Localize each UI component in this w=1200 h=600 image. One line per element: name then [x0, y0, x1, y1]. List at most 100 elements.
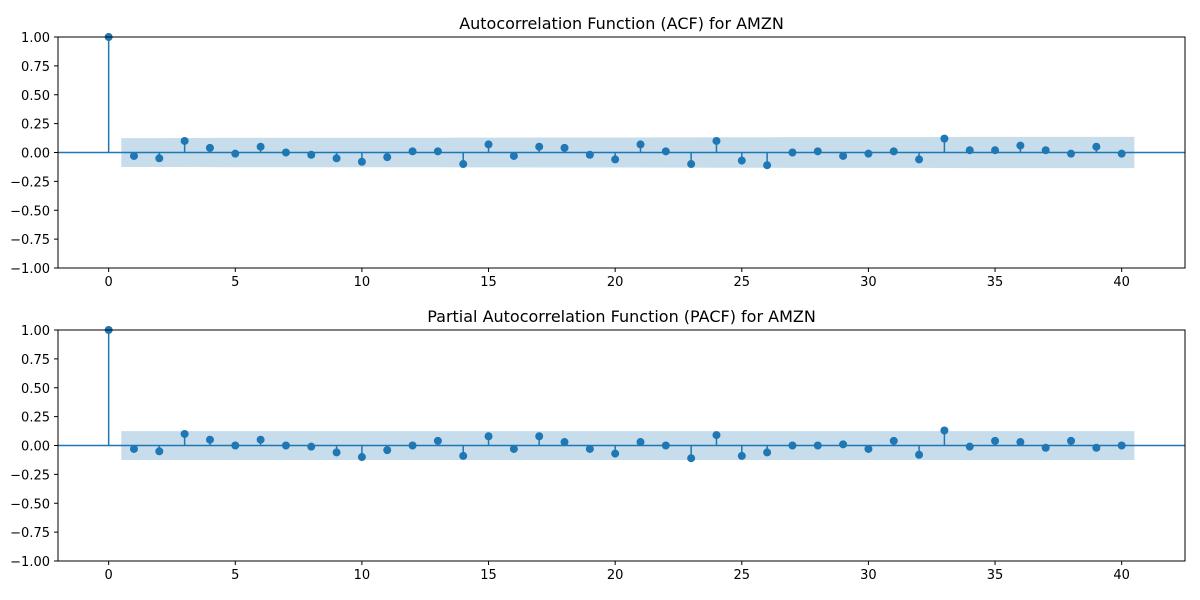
acf-y-tick-label: 0.50: [21, 89, 50, 104]
acf-point: [307, 150, 316, 159]
acf-x-tick-label: 0: [105, 275, 113, 290]
acf-point: [991, 146, 1000, 155]
pacf-x-tick-label: 25: [734, 568, 751, 583]
acf-point: [231, 149, 240, 158]
pacf-point: [1016, 438, 1025, 447]
pacf-y-tick-label: 1.00: [21, 324, 50, 339]
acf-point: [1041, 146, 1050, 155]
pacf-point: [484, 432, 493, 441]
pacf-y-tick-label: −0.50: [10, 497, 50, 512]
acf-title: Autocorrelation Function (ACF) for AMZN: [459, 14, 784, 33]
pacf-x-tick-label: 35: [987, 568, 1004, 583]
pacf-point: [155, 447, 164, 456]
pacf-point: [332, 448, 341, 457]
pacf-point: [889, 436, 898, 445]
pacf-point: [231, 441, 240, 450]
acf-point: [864, 149, 873, 158]
pacf-y-tick-label: −0.75: [10, 526, 50, 541]
acf-point: [1016, 141, 1025, 150]
acf-point: [560, 143, 569, 152]
pacf-point: [763, 448, 772, 457]
acf-x-tick-label: 10: [354, 275, 371, 290]
pacf-point: [205, 435, 214, 444]
acf-y-tick-label: 0.00: [21, 147, 50, 162]
acf-point: [459, 160, 468, 169]
acf-point: [433, 147, 442, 156]
pacf-point: [636, 438, 645, 447]
pacf-title: Partial Autocorrelation Function (PACF) …: [427, 307, 816, 326]
acf-x-tick-label: 15: [480, 275, 497, 290]
pacf-point: [535, 432, 544, 441]
acf-x-tick-label: 25: [734, 275, 751, 290]
pacf-point: [915, 450, 924, 459]
pacf-point: [383, 446, 392, 455]
acf-point: [1117, 149, 1126, 158]
pacf-point: [509, 444, 518, 453]
pacf-point: [864, 444, 873, 453]
acf-chart: 0 5 10 15 20 25 30 35 40 1.00 0.75 0.50 0.25 0.00 −0.2…: [10, 14, 1186, 290]
pacf-point: [940, 426, 949, 435]
pacf-x-tick-label: 0: [105, 568, 113, 583]
pacf-point: [408, 441, 417, 450]
pacf-x-tick-label: 30: [860, 568, 877, 583]
pacf-point: [788, 441, 797, 450]
pacf-point: [737, 451, 746, 460]
acf-point: [737, 156, 746, 165]
acf-point: [205, 143, 214, 152]
pacf-y-tick-label: −1.00: [10, 555, 50, 570]
acf-point: [687, 160, 696, 169]
pacf-point: [357, 453, 366, 462]
acf-y-tick-label: −0.75: [10, 233, 50, 248]
pacf-point: [611, 449, 620, 458]
acf-point: [155, 154, 164, 163]
acf-y-tick-label: 0.75: [21, 60, 50, 75]
pacf-x-tick-label: 15: [480, 568, 497, 583]
pacf-point: [687, 454, 696, 463]
acf-point: [509, 151, 518, 160]
pacf-point: [129, 444, 138, 453]
acf-x-tick-label: 40: [1113, 275, 1130, 290]
acf-y-tick-label: −0.25: [10, 175, 50, 190]
acf-point: [484, 140, 493, 149]
pacf-point: [307, 442, 316, 451]
acf-x-tick-label: 20: [607, 275, 624, 290]
pacf-point: [813, 441, 822, 450]
acf-point: [712, 136, 721, 145]
acf-point: [180, 136, 189, 145]
acf-y-tick-label: 1.00: [21, 31, 50, 46]
pacf-point: [839, 440, 848, 449]
acf-point: [129, 151, 138, 160]
acf-point: [763, 161, 772, 170]
acf-point: [332, 154, 341, 163]
acf-y-tick-label: 0.25: [21, 118, 50, 133]
acf-point: [256, 142, 265, 151]
acf-point: [611, 155, 620, 164]
pacf-point: [180, 429, 189, 438]
acf-point: [383, 153, 392, 162]
acf-y-tick-label: −1.00: [10, 262, 50, 277]
acf-point: [1067, 149, 1076, 158]
acf-x-tick-label: 5: [231, 275, 239, 290]
pacf-point: [661, 441, 670, 450]
pacf-point: [1041, 443, 1050, 452]
acf-point: [585, 150, 594, 159]
acf-point: [889, 147, 898, 156]
pacf-y-tick-label: 0.25: [21, 411, 50, 426]
pacf-point: [281, 441, 290, 450]
pacf-chart: 0 5 10 15 20 25 30 35 40 1.00 0.75 0.50 0.25 0.00 −0.2…: [10, 307, 1186, 583]
acf-point: [940, 134, 949, 143]
pacf-x-tick-label: 10: [354, 568, 371, 583]
pacf-y-tick-label: 0.75: [21, 353, 50, 368]
pacf-point: [433, 436, 442, 445]
pacf-x-tick-label: 40: [1113, 568, 1130, 583]
acf-x-tick-label: 30: [860, 275, 877, 290]
acf-point: [813, 147, 822, 156]
acf-point: [408, 147, 417, 156]
pacf-point: [256, 435, 265, 444]
pacf-point: [459, 451, 468, 460]
acf-point: [535, 142, 544, 151]
acf-y-tick-label: −0.50: [10, 204, 50, 219]
acf-point: [788, 148, 797, 157]
